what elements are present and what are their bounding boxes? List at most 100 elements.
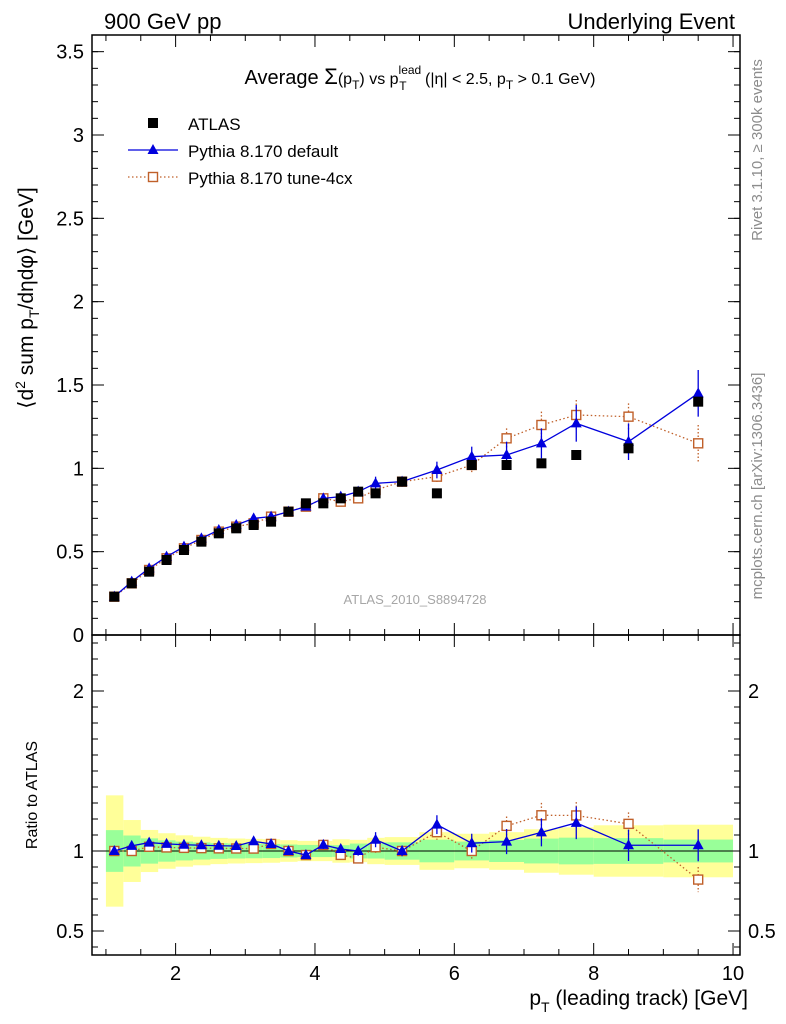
atlas-point (300, 498, 311, 509)
y-axis-label-ratio: Ratio to ATLAS (24, 741, 41, 849)
atlas-point (466, 460, 477, 470)
chart-title: Average Σ(pT) vs plead T (|η| < 2.5, pT >… (245, 63, 596, 93)
atlas-point (397, 476, 408, 487)
atlas-point (144, 566, 155, 577)
ratio-pythia-default-point (352, 845, 364, 855)
atlas-point (126, 578, 137, 589)
y-tick-label: 0.5 (56, 542, 84, 564)
ratio-panel-marks (108, 802, 704, 893)
atlas-point (536, 458, 547, 469)
legend-label: Pythia 8.170 default (188, 142, 339, 161)
ratio-pythia-default-point (265, 837, 277, 848)
y-tick-label: 3 (73, 125, 84, 147)
header-left: 900 GeV pp (104, 9, 221, 34)
legend-label: Pythia 8.170 tune-4cx (188, 169, 353, 188)
ratio-panel-frame (91, 634, 741, 956)
ratio-pythia-default-point (501, 835, 513, 846)
y-tick-label: 1 (73, 458, 84, 480)
rivet-label: Rivet 3.1.10, ≥ 300k events (749, 59, 766, 241)
y-tick-label: 2.5 (56, 208, 84, 230)
ratio-pythia-default-point (370, 833, 382, 844)
y-tick-label-right: 2 (748, 681, 759, 703)
y-tick-label: 2 (73, 292, 84, 314)
ratio-pythia-default-point (248, 835, 260, 846)
pythia-default-point (248, 512, 260, 523)
legend-tune-marker (147, 171, 159, 183)
atlas-point (109, 591, 120, 602)
atlas-point (266, 516, 277, 527)
y-tick-label: 1.5 (56, 375, 84, 397)
ratio-pythia-default-point (431, 818, 443, 829)
ratio-pythia-default-point (396, 845, 408, 855)
y-tick-label-right: 1 (748, 841, 759, 863)
tune-4cx-point (536, 419, 547, 431)
ratio-pythia-default-point (466, 837, 478, 848)
x-tick-label: 4 (309, 963, 320, 985)
legend-atlas-marker (148, 118, 158, 128)
x-tick-label: 8 (588, 963, 599, 985)
ratio-pythia-default-point (300, 849, 312, 860)
atlas-point (571, 450, 582, 460)
atlas-point (178, 545, 189, 555)
tune-4cx-point (501, 433, 512, 444)
atlas-point (283, 506, 294, 517)
ratio-panel-axes: 2 4 6 8 100.5 0.51 12 2 (56, 635, 776, 985)
atlas-point (501, 460, 512, 470)
atlas-point (335, 493, 346, 504)
ratio-pythia-default-point (335, 843, 347, 854)
ratio-pythia-default-point (535, 826, 547, 837)
ratio-tune-4cx-point (248, 843, 259, 854)
y-tick-label: 0 (73, 625, 84, 647)
ratio-pythia-default-point (570, 816, 582, 827)
ratio-pythia-default-point (623, 839, 635, 850)
ratio-pythia-default-point (161, 837, 173, 848)
ratio-pythia-default-point (143, 836, 155, 847)
atlas-point (353, 486, 364, 497)
ratio-pythia-default-point (692, 839, 704, 850)
atlas-point (693, 396, 704, 407)
legend-label: ATLAS (188, 115, 241, 134)
atlas-point (623, 443, 634, 454)
ratio-panel-bands (92, 795, 740, 907)
tune-4cx-point (623, 411, 634, 422)
atlas-point (213, 528, 224, 539)
y-axis-label-main: ⟨d2 sum pT/dηdφ⟩ [GeV] (12, 187, 42, 408)
ratio-pythia-default-point (213, 839, 225, 850)
ratio-pythia-default-point (178, 838, 190, 849)
atlas-point (370, 488, 381, 499)
atlas-point (196, 536, 207, 547)
analysis-tag: ATLAS_2010_S8894728 (344, 592, 487, 607)
ratio-tune-4cx-point (623, 818, 634, 830)
y-tick-label: 3.5 (56, 42, 84, 64)
main-panel-axes: 0 0.5 1 1.5 2 2.5 3 3.5 (56, 34, 740, 647)
x-tick-label: 6 (449, 963, 460, 985)
ratio-pythia-default-point (195, 839, 207, 850)
atlas-point (161, 555, 172, 565)
legend: ATLAS Pythia 8.170 default Pythia 8.170 tu… (128, 115, 353, 188)
pythia-default-line (113, 392, 699, 598)
pythia-default-point (692, 387, 704, 398)
pythia-default-point (370, 477, 382, 488)
tune-4cx-line (113, 414, 699, 598)
mcplots-label: mcplots.cern.ch [arXiv:1306.3436] (749, 373, 766, 600)
pythia-default-point (501, 449, 513, 459)
atlas-point (248, 520, 259, 530)
pythia-default-point (431, 464, 443, 474)
y-tick-label-right: 0.5 (748, 921, 776, 943)
y-tick-label: 2 (73, 681, 84, 703)
ratio-pythia-default-point (230, 840, 242, 850)
main-panel-marks (108, 370, 704, 602)
ratio-pythia-default-point (108, 845, 120, 855)
y-tick-label: 1 (73, 841, 84, 863)
ratio-pythia-default-point (126, 839, 138, 850)
ratio-pythia-default-point (317, 838, 329, 849)
ratio-pythia-default-point (282, 845, 294, 855)
atlas-point (431, 488, 442, 499)
pythia-default-point (535, 437, 547, 448)
pythia-default-point (623, 435, 635, 446)
atlas-point (231, 523, 242, 534)
y-tick-label: 0.5 (56, 921, 84, 943)
ratio-tune-4cx-point (692, 874, 704, 885)
atlas-point (318, 498, 329, 509)
